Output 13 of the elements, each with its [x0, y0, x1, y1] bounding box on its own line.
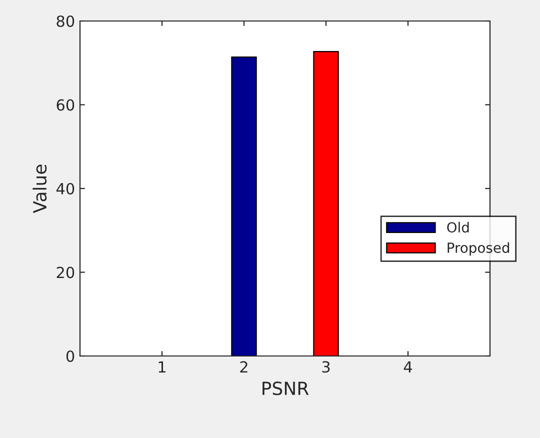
x-axis-title: PSNR	[262, 382, 309, 396]
legend-label: Proposed	[448, 242, 510, 256]
x-tick-label: 4	[404, 361, 412, 372]
y-tick-label: 80	[56, 15, 74, 28]
y-tick-label: 20	[56, 266, 74, 278]
y-tick-label: 60	[56, 99, 74, 111]
y-axis-title: Value	[32, 164, 47, 214]
y-tick-label: 0	[66, 350, 74, 362]
x-tick-label: 3	[322, 361, 330, 373]
legend-label: Old	[447, 222, 469, 233]
y-tick-label: 40	[56, 182, 74, 195]
x-tick-label: 2	[240, 361, 248, 372]
x-tick-label: 1	[158, 361, 166, 372]
